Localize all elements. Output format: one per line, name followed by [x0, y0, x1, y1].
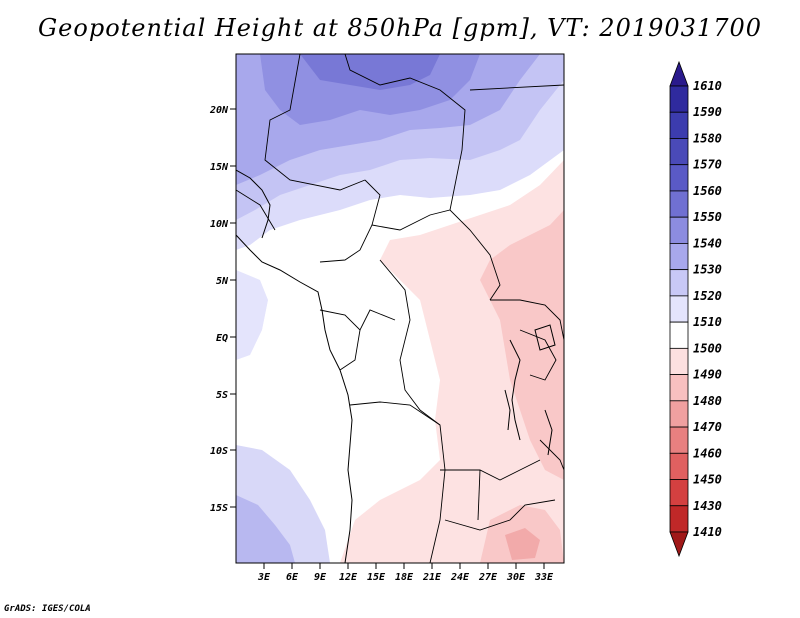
- country-borders: [236, 54, 564, 563]
- lat-label-15s: 15S: [210, 503, 228, 514]
- colorbar: 1610 1590 1580 1570 1560 1550 1540 1530 1520 1510…: [669, 60, 722, 558]
- lat-label-5s: 5S: [216, 390, 228, 401]
- colorbar-box: [669, 374, 689, 402]
- colorbar-box: [669, 347, 689, 375]
- lat-label-10s: 10S: [210, 446, 228, 457]
- colorbar-label: 1570: [693, 158, 722, 172]
- colorbar-box: [669, 295, 689, 323]
- colorbar-box: [669, 111, 689, 139]
- colorbar-box: [669, 138, 689, 166]
- field-1480-south: [505, 528, 540, 560]
- map-panel: [236, 54, 564, 563]
- lat-label-15n: 15N: [210, 162, 229, 173]
- field-1560-north: [300, 54, 440, 90]
- colorbar-label: 1410: [693, 525, 722, 539]
- lat-label-5n: 5N: [216, 276, 229, 287]
- lon-label-9e: 9E: [314, 572, 327, 583]
- lakes: [504, 324, 556, 456]
- colorbar-label: 1520: [693, 289, 722, 303]
- lon-label-21e: 21E: [422, 572, 442, 583]
- colorbar-box: [669, 426, 689, 454]
- colorbar-label: 1590: [693, 105, 722, 119]
- colorbar-box: [669, 479, 689, 507]
- colorbar-bottom-arrow: [669, 531, 689, 558]
- lon-label-24e: 24E: [450, 572, 470, 583]
- lon-axis: 3E 6E 9E 12E 15E 18E 21E 24E 27E 30E 33E: [257, 563, 554, 583]
- colorbar-box: [669, 164, 689, 192]
- colorbar-box: [669, 400, 689, 428]
- lon-label-33e: 33E: [534, 572, 554, 583]
- lat-label-10n: 10N: [210, 219, 229, 230]
- colorbar-label: 1460: [693, 446, 722, 460]
- colorbar-label: 1470: [693, 420, 722, 434]
- grads-credit: GrADS: IGES/COLA: [4, 604, 91, 614]
- lat-axis: 20N 15N 10N 5N EQ 5S 10S 15S: [209, 105, 236, 514]
- colorbar-label: 1450: [693, 473, 722, 487]
- lon-label-3e: 3E: [257, 572, 271, 583]
- colorbar-box: [669, 452, 689, 480]
- lon-label-27e: 27E: [478, 572, 498, 583]
- colorbar-box: [669, 269, 689, 297]
- colorbar-box: [669, 321, 689, 349]
- field-1490-east: [480, 210, 564, 480]
- colorbar-label: 1550: [693, 210, 722, 224]
- map-frame: [235, 53, 565, 564]
- field-1530-southwest: [236, 495, 295, 563]
- lon-label-6e: 6E: [286, 572, 299, 583]
- colorbar-label: 1560: [693, 184, 722, 198]
- lon-label-15e: 15E: [367, 572, 386, 583]
- lat-label-20n: 20N: [209, 105, 229, 116]
- colorbar-top-arrow: [669, 60, 689, 87]
- colorbar-box: [669, 243, 689, 271]
- colorbar-label: 1480: [693, 394, 722, 408]
- colorbar-label: 1540: [693, 236, 722, 250]
- lon-label-30e: 30E: [506, 572, 526, 583]
- lon-label-18e: 18E: [395, 572, 414, 583]
- colorbar-box: [669, 85, 689, 113]
- colorbar-label: 1490: [693, 368, 722, 382]
- colorbar-label: 1530: [693, 263, 722, 277]
- colorbar-label: 1510: [693, 315, 722, 329]
- colorbar-box: [669, 216, 689, 244]
- lat-label-eq: EQ: [216, 333, 228, 344]
- colorbar-box: [669, 190, 689, 218]
- lon-label-12e: 12E: [339, 572, 358, 583]
- colorbar-box: [669, 505, 689, 533]
- map-title: Geopotential Height at 850hPa [gpm], VT:…: [38, 14, 762, 42]
- colorbar-label: 1500: [693, 341, 722, 355]
- coastline: [236, 169, 521, 563]
- colorbar-label: 1580: [693, 131, 722, 145]
- colorbar-label: 1610: [693, 79, 722, 93]
- field-1520-west: [236, 270, 268, 360]
- colorbar-label: 1430: [693, 499, 722, 513]
